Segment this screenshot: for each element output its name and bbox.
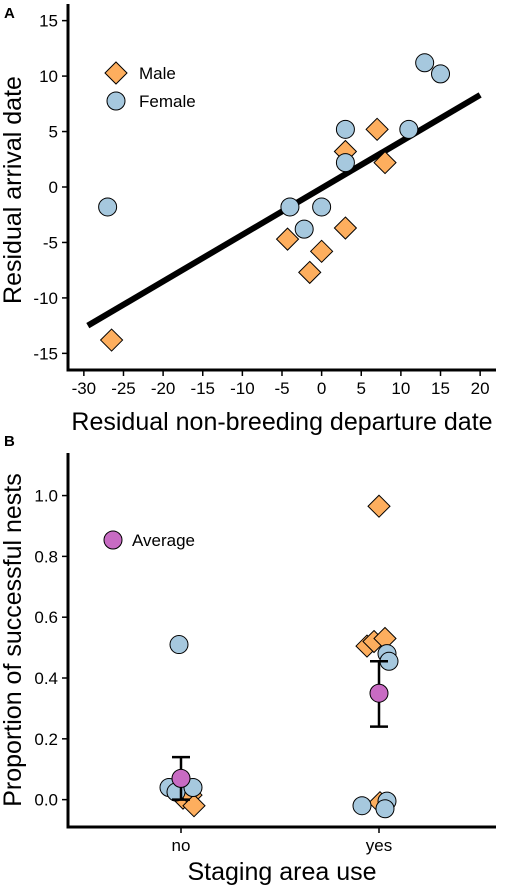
y-tick-label: 0.4 bbox=[34, 669, 58, 688]
female-point-yes-4 bbox=[352, 796, 372, 816]
male-point-2 bbox=[298, 260, 322, 285]
female-point-7 bbox=[415, 53, 435, 73]
x-tick-label: 0 bbox=[317, 379, 326, 398]
y-tick-label: 0.0 bbox=[34, 791, 58, 810]
female-point-8 bbox=[431, 64, 451, 84]
legend-marker-male bbox=[104, 61, 128, 85]
female-point-no-3 bbox=[169, 635, 189, 655]
female-point-4 bbox=[335, 119, 355, 139]
y-tick-label: 0 bbox=[49, 178, 58, 197]
female-point-3 bbox=[312, 197, 332, 217]
y-tick-label: -15 bbox=[33, 344, 58, 363]
y-tick-label: 5 bbox=[49, 123, 58, 142]
female-point-2 bbox=[294, 219, 314, 239]
male-point-yes-5 bbox=[367, 494, 391, 518]
legend-label-female: Female bbox=[139, 92, 196, 111]
x-tick-label: 5 bbox=[357, 379, 366, 398]
panel-b: B 0.0 0.2 0.4 0.6 0.8 1.0 no yes Staging area u… bbox=[0, 433, 496, 886]
x-tick-label: 15 bbox=[431, 379, 450, 398]
panel-b-ticks: 0.0 0.2 0.4 0.6 0.8 1.0 no yes bbox=[34, 487, 392, 855]
panel-a-x-title: Residual non-breeding departure date bbox=[71, 408, 492, 436]
panel-b-label: B bbox=[4, 433, 15, 450]
x-tick-label: -10 bbox=[230, 379, 255, 398]
x-tick-label-no: no bbox=[172, 836, 191, 855]
x-tick-label: -15 bbox=[190, 379, 215, 398]
x-tick-label: -25 bbox=[111, 379, 136, 398]
female-point-1 bbox=[280, 197, 300, 217]
y-tick-label: 1.0 bbox=[34, 487, 58, 506]
male-point-7 bbox=[373, 150, 397, 175]
x-tick-label: 10 bbox=[391, 379, 410, 398]
female-point-yes-6 bbox=[375, 799, 395, 819]
panel-a-label: A bbox=[4, 5, 15, 22]
legend-marker-female bbox=[106, 91, 126, 111]
y-tick-label: 0.8 bbox=[34, 547, 58, 566]
y-tick-label: 0.2 bbox=[34, 730, 58, 749]
average-point-no bbox=[171, 768, 191, 788]
male-point-0 bbox=[99, 328, 124, 352]
x-tick-label-yes: yes bbox=[366, 836, 392, 855]
x-tick-label: -5 bbox=[274, 379, 289, 398]
female-point-6 bbox=[399, 119, 419, 139]
legend-marker-average bbox=[103, 530, 123, 550]
male-point-3 bbox=[309, 239, 334, 264]
y-tick-label: 15 bbox=[39, 12, 58, 31]
panel-b-legend: Average bbox=[103, 530, 195, 550]
y-tick-label: -5 bbox=[43, 233, 58, 252]
y-tick-label: -10 bbox=[33, 289, 58, 308]
legend-item-average: Average bbox=[103, 530, 195, 550]
panel-b-marks bbox=[159, 494, 399, 819]
legend-item-male: Male bbox=[104, 61, 176, 85]
y-tick-label: 0.6 bbox=[34, 608, 58, 627]
panel-b-x-title: Staging area use bbox=[187, 858, 376, 886]
legend-item-female: Female bbox=[106, 91, 196, 111]
panel-a-legend: Male Female bbox=[104, 61, 196, 111]
panel-a-marks bbox=[86, 53, 482, 352]
panel-b-y-title: Proportion of successful nests bbox=[0, 473, 27, 807]
panel-a-ticks: -30 -25 -20 -15 -10 -5 0 5 10 15 20 -15 -10 -5 0 5 10 15 bbox=[33, 12, 489, 398]
x-tick-label: -30 bbox=[72, 379, 97, 398]
legend-label-average: Average bbox=[132, 531, 195, 550]
female-point-0 bbox=[98, 197, 118, 217]
male-point-6 bbox=[365, 117, 389, 142]
x-tick-label: -20 bbox=[151, 379, 176, 398]
panel-a-y-title: Residual arrival date bbox=[0, 76, 27, 304]
female-point-5 bbox=[335, 153, 355, 173]
y-tick-label: 10 bbox=[39, 67, 58, 86]
male-point-4 bbox=[333, 216, 358, 240]
average-point-yes bbox=[369, 683, 389, 703]
panel-a: A -30 -25 -20 -15 -10 -5 0 5 10 15 20 -15 -10 -5 0 5 10 1… bbox=[0, 4, 496, 436]
x-tick-label: 20 bbox=[471, 379, 490, 398]
male-point-1 bbox=[275, 227, 300, 251]
legend-label-male: Male bbox=[139, 64, 176, 83]
